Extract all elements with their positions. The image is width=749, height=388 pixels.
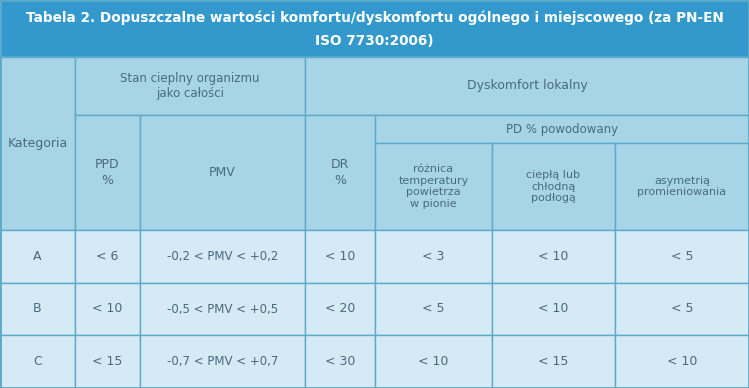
Bar [305,57,749,115]
Text: < 30: < 30 [325,355,355,368]
Bar [0,0,749,57]
Bar [0,335,75,388]
Text: < 10: < 10 [667,355,697,368]
Bar [615,283,749,335]
Text: < 10: < 10 [325,250,355,263]
Bar [492,230,615,283]
Bar [0,283,75,335]
Text: < 10: < 10 [418,355,449,368]
Bar [492,283,615,335]
Text: < 10: < 10 [92,303,123,315]
Text: < 10: < 10 [539,303,568,315]
Text: < 6: < 6 [97,250,118,263]
Text: PMV: PMV [209,166,236,179]
Text: ISO 7730:2006): ISO 7730:2006) [315,34,434,48]
Text: -0,7 < PMV < +0,7: -0,7 < PMV < +0,7 [167,355,278,368]
Bar [375,230,492,283]
Bar [615,230,749,283]
Bar [375,335,492,388]
Text: < 15: < 15 [539,355,568,368]
Text: -0,2 < PMV < +0,2: -0,2 < PMV < +0,2 [167,250,278,263]
Text: DR
%: DR % [331,159,349,187]
Bar [305,283,375,335]
Text: Stan cieplny organizmu
jako całości: Stan cieplny organizmu jako całości [121,72,260,100]
Bar [305,230,375,283]
Text: Kategoria: Kategoria [7,137,67,150]
Bar [75,115,140,230]
Text: < 5: < 5 [671,303,694,315]
Text: PPD
%: PPD % [95,159,120,187]
Text: < 5: < 5 [422,303,445,315]
Text: ciepłą lub
chłodną
podłogą: ciepłą lub chłodną podłogą [527,170,580,203]
Bar [75,230,140,283]
Text: -0,5 < PMV < +0,5: -0,5 < PMV < +0,5 [167,303,278,315]
Bar [305,335,375,388]
Text: asymetrią
promieniowania: asymetrią promieniowania [637,176,727,197]
Bar [375,143,492,230]
Bar [0,230,75,283]
Bar [0,0,749,57]
Bar [0,57,75,230]
Bar [75,335,140,388]
Bar [140,335,305,388]
Bar [140,115,305,230]
Bar [75,57,305,115]
Bar [305,115,375,230]
Text: różnica
temperatury
powietrza
w pionie: różnica temperatury powietrza w pionie [398,164,469,209]
Bar [375,115,749,143]
Text: < 20: < 20 [325,303,355,315]
Bar [140,283,305,335]
Text: < 15: < 15 [92,355,123,368]
Text: B: B [33,303,42,315]
Bar [492,143,615,230]
Text: A: A [33,250,42,263]
Bar [615,143,749,230]
Text: Tabela 2. Dopuszczalne wartości komfortu/dyskomfortu ogólnego i miejscowego (za : Tabela 2. Dopuszczalne wartości komfortu… [25,11,724,26]
Text: < 10: < 10 [539,250,568,263]
Text: PD % powodowany: PD % powodowany [506,123,618,135]
Bar [140,230,305,283]
Text: < 3: < 3 [422,250,445,263]
Text: Dyskomfort lokalny: Dyskomfort lokalny [467,80,587,92]
Bar [492,335,615,388]
Bar [75,283,140,335]
Bar [375,283,492,335]
Bar [615,335,749,388]
Text: < 5: < 5 [671,250,694,263]
Text: C: C [33,355,42,368]
